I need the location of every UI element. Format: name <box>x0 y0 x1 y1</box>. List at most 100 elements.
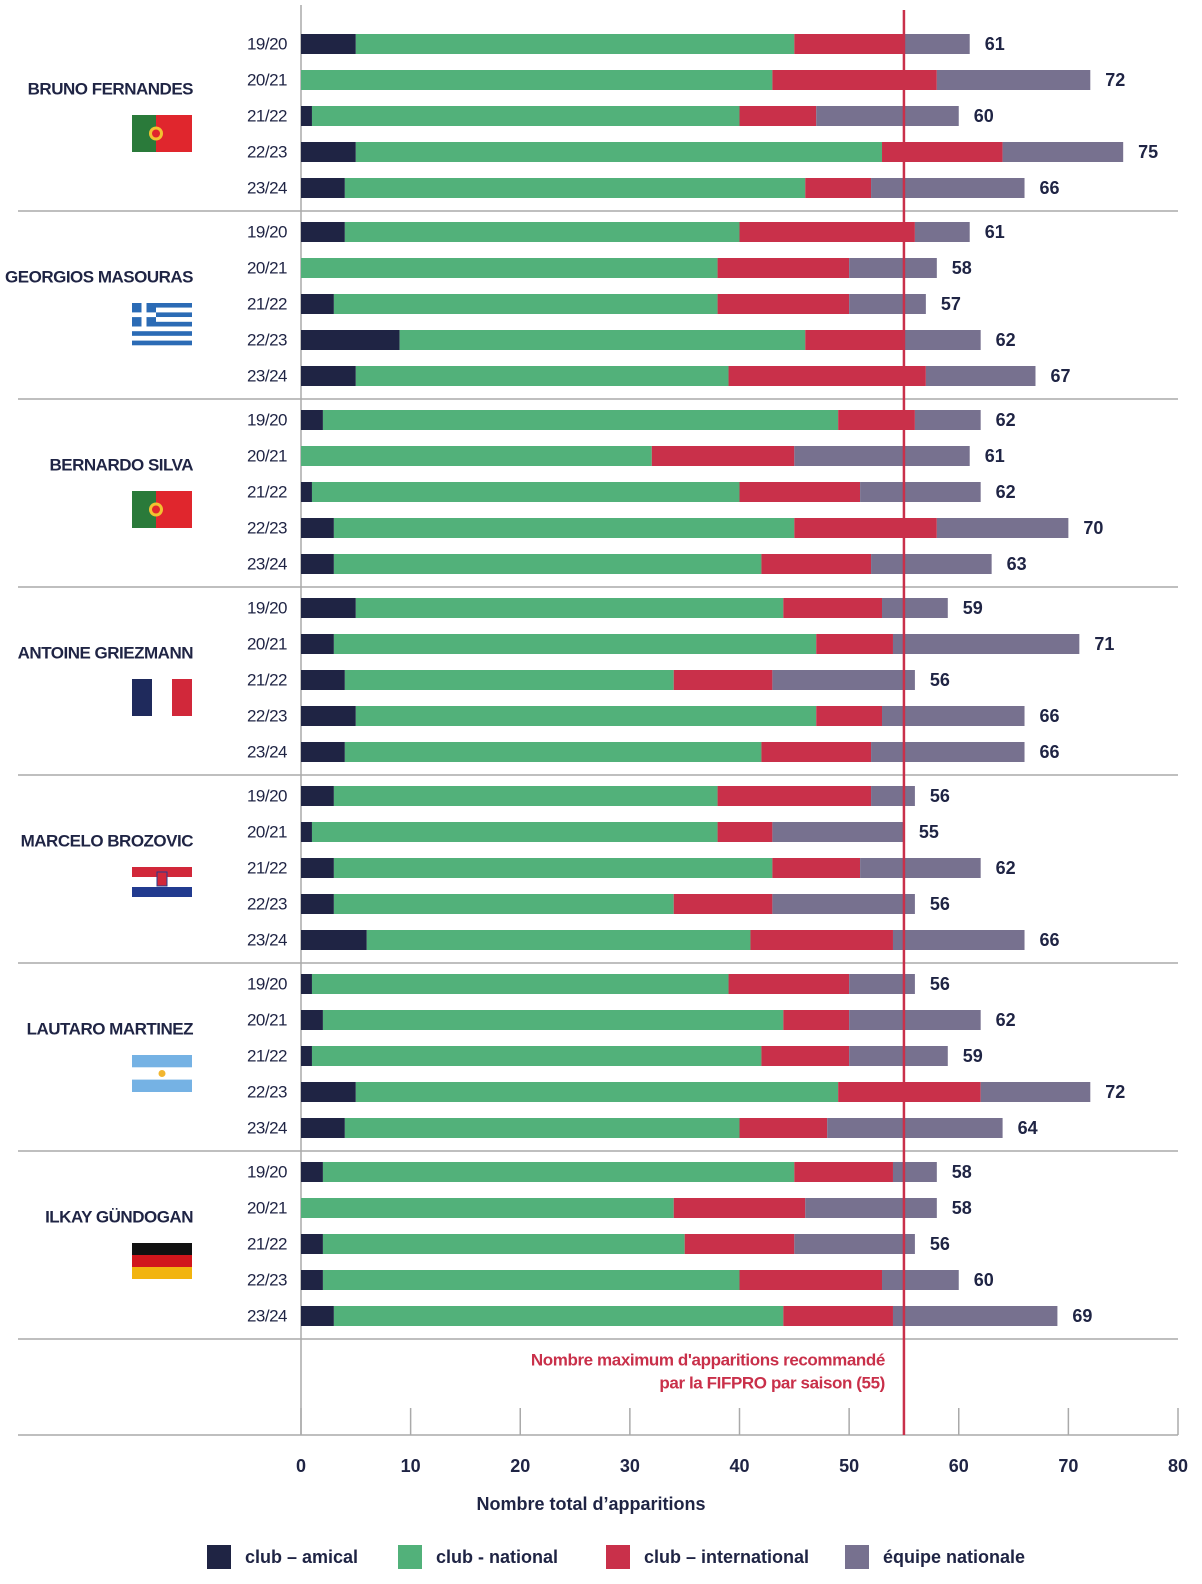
bar-segment <box>882 706 1025 726</box>
bar-segment <box>322 1010 784 1030</box>
season-label: 22/23 <box>247 706 287 725</box>
season-label: 20/21 <box>247 1198 287 1217</box>
season-label: 21/22 <box>247 1234 287 1253</box>
bar-segment <box>717 786 872 806</box>
bar-segment <box>301 1082 356 1102</box>
bar-segment <box>651 446 795 466</box>
flag <box>132 1055 192 1092</box>
bar-segment <box>355 706 817 726</box>
bar-segment <box>366 930 751 950</box>
bar-segment <box>333 858 773 878</box>
flag <box>132 679 192 716</box>
player-name: BRUNO FERNANDES <box>28 79 194 98</box>
bar-segment <box>301 1234 323 1254</box>
bar-segment <box>761 1046 850 1066</box>
bar-segment <box>301 366 356 386</box>
bar-segment <box>805 178 872 198</box>
bar-segment <box>794 1234 915 1254</box>
bar-segment <box>355 34 795 54</box>
x-axis-title: Nombre total d’apparitions <box>476 1494 705 1514</box>
season-label: 22/23 <box>247 142 287 161</box>
bar-segment <box>794 518 937 538</box>
bar-segment <box>301 482 312 502</box>
bar-segment <box>301 106 312 126</box>
season-label: 22/23 <box>247 518 287 537</box>
x-tick-label: 70 <box>1058 1456 1078 1476</box>
bar-segment <box>827 1118 1003 1138</box>
bar-segment <box>849 258 937 278</box>
legend-swatch <box>398 1545 422 1569</box>
flag <box>132 312 156 318</box>
total-label: 71 <box>1094 634 1114 654</box>
bar-segment <box>871 178 1025 198</box>
bar-segment <box>301 410 323 430</box>
total-label: 60 <box>974 106 994 126</box>
bar-segment <box>772 894 915 914</box>
bar-segment <box>772 70 937 90</box>
bar-segment <box>399 330 806 350</box>
bar-segment <box>892 1162 937 1182</box>
bar-segment <box>311 1046 762 1066</box>
bar-segment <box>301 1118 345 1138</box>
season-label: 23/24 <box>247 554 287 573</box>
total-label: 56 <box>930 974 950 994</box>
bar-segment <box>301 70 773 90</box>
flag <box>132 317 192 322</box>
total-label: 56 <box>930 670 950 690</box>
bar-segment <box>301 330 400 350</box>
bar-segment <box>355 366 729 386</box>
bar-segment <box>301 1162 323 1182</box>
flag <box>132 115 192 152</box>
flag <box>132 303 192 308</box>
total-label: 56 <box>930 786 950 806</box>
season-label: 23/24 <box>247 1306 287 1325</box>
bar-segment <box>344 178 806 198</box>
bar-segment <box>892 634 1080 654</box>
bar-segment <box>322 1234 685 1254</box>
season-label: 19/20 <box>247 222 287 241</box>
bar-segment <box>783 598 883 618</box>
bar-segment <box>301 222 345 242</box>
total-label: 56 <box>930 894 950 914</box>
bar-segment <box>333 518 795 538</box>
bar-segment <box>860 858 981 878</box>
legend-label: club – amical <box>245 1547 358 1567</box>
season-label: 21/22 <box>247 670 287 689</box>
bar-segment <box>673 670 773 690</box>
season-label: 21/22 <box>247 106 287 125</box>
legend-swatch <box>207 1545 231 1569</box>
season-label: 20/21 <box>247 258 287 277</box>
bar-segment <box>301 1010 323 1030</box>
season-label: 22/23 <box>247 1082 287 1101</box>
player-name: GEORGIOS MASOURAS <box>5 267 193 286</box>
season-label: 23/24 <box>247 366 287 385</box>
bar-segment <box>892 1306 1058 1326</box>
season-label: 19/20 <box>247 786 287 805</box>
player-name: LAUTARO MARTINEZ <box>27 1019 193 1038</box>
bar-segment <box>805 330 904 350</box>
bar-segment <box>739 482 861 502</box>
bar-segment <box>871 554 992 574</box>
bar-segment <box>355 1082 839 1102</box>
total-label: 58 <box>952 258 972 278</box>
bar-segment <box>344 222 740 242</box>
season-label: 23/24 <box>247 742 287 761</box>
bar-segment <box>311 822 718 842</box>
flag <box>132 326 192 332</box>
x-tick-label: 50 <box>839 1456 859 1476</box>
flag <box>132 867 192 897</box>
bar-segment <box>936 70 1091 90</box>
total-label: 66 <box>1040 742 1060 762</box>
bar-segment <box>301 786 334 806</box>
x-tick-label: 0 <box>296 1456 306 1476</box>
bar-segment <box>849 1046 948 1066</box>
bar-segment <box>333 1306 784 1326</box>
season-label: 19/20 <box>247 598 287 617</box>
flag <box>132 335 192 341</box>
season-label: 22/23 <box>247 894 287 913</box>
flag <box>158 1070 166 1077</box>
season-label: 22/23 <box>247 330 287 349</box>
flag <box>132 887 192 897</box>
bar-segment <box>750 930 893 950</box>
